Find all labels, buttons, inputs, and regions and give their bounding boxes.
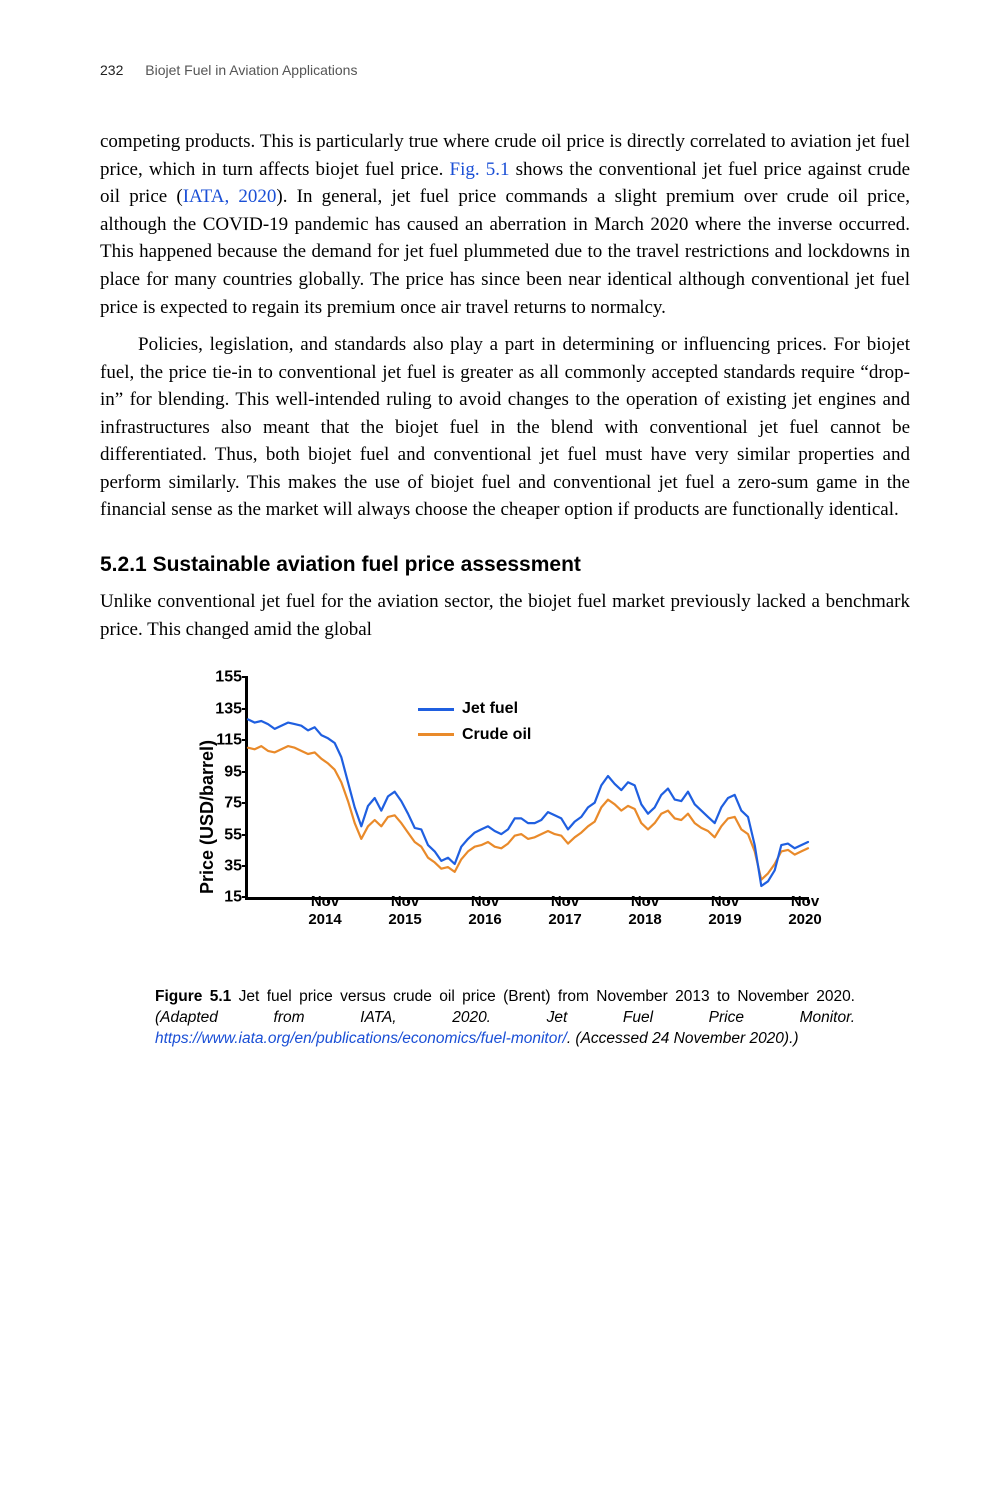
series-jet-fuel [248,720,808,887]
citation-link[interactable]: IATA, 2020 [183,186,277,207]
caption-text-a: Jet fuel price versus crude oil price (B… [231,988,855,1005]
x-tick-label: Nov2015 [375,893,435,928]
running-title: Biojet Fuel in Aviation Applications [145,62,357,78]
y-tick-label: 155 [200,666,242,689]
chart-area: Price (USD/barrel) Jet fuel Crude oil 15… [185,667,825,967]
series-crude-oil [248,747,808,881]
x-tick-label: Nov2018 [615,893,675,928]
caption-ital-a: (Adapted from IATA, 2020. Jet Fuel Price… [155,1009,855,1026]
x-tick-label: Nov2020 [775,893,835,928]
x-tick-label: Nov2019 [695,893,755,928]
caption-source-link[interactable]: https://www.iata.org/en/publications/eco… [155,1030,567,1047]
x-tick-label: Nov2016 [455,893,515,928]
y-tick-label: 15 [200,886,242,909]
running-header: 232 Biojet Fuel in Aviation Applications [100,60,910,80]
chart-lines [248,677,808,897]
section-title: Sustainable aviation fuel price assessme… [153,553,581,576]
caption-figure-label: Figure 5.1 [155,988,231,1005]
figure-caption: Figure 5.1 Jet fuel price versus crude o… [155,987,855,1050]
plot-area: Jet fuel Crude oil 1535557595115135155 [245,677,808,900]
y-tick-label: 35 [200,854,242,877]
x-tick-label: Nov2017 [535,893,595,928]
caption-ital-b: . (Accessed 24 November 2020).) [567,1030,799,1047]
section-number: 5.2.1 [100,553,147,576]
paragraph-1: competing products. This is particularly… [100,128,910,321]
x-tick-label: Nov2014 [295,893,355,928]
y-tick-label: 115 [200,729,242,752]
page-number: 232 [100,62,123,78]
y-tick-label: 135 [200,697,242,720]
paragraph-2: Policies, legislation, and standards als… [100,331,910,524]
y-tick-label: 95 [200,760,242,783]
figure-5-1: Price (USD/barrel) Jet fuel Crude oil 15… [155,667,855,1050]
fig-ref-link[interactable]: Fig. 5.1 [450,159,510,180]
y-tick-label: 55 [200,823,242,846]
paragraph-3: Unlike conventional jet fuel for the avi… [100,588,910,643]
y-tick-label: 75 [200,792,242,815]
section-heading: 5.2.1 Sustainable aviation fuel price as… [100,550,910,580]
